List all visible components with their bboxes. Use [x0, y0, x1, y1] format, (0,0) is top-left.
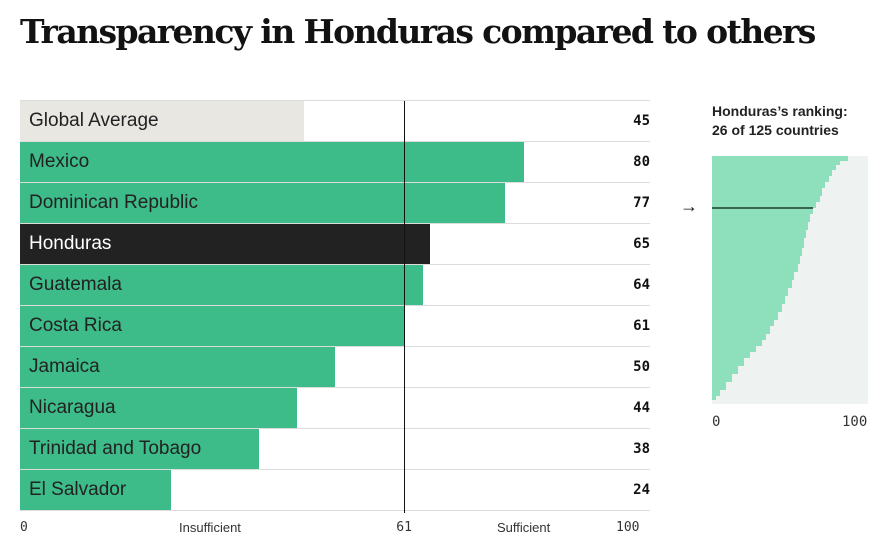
axis-max-label: 100: [616, 520, 640, 535]
ranking-max-label: 100: [842, 414, 868, 430]
bar: [20, 388, 298, 428]
bar-label: Global Average: [29, 110, 159, 131]
bar-label: Honduras: [29, 233, 112, 254]
bar: [20, 183, 506, 223]
bar-label: Nicaragua: [29, 397, 116, 418]
ranking-subtitle: 26 of 125 countries: [712, 122, 839, 138]
bar-row: Costa Rica 61: [20, 306, 650, 347]
ranking-distribution-chart: [712, 156, 868, 404]
bar-row: Guatemala 64: [20, 265, 650, 306]
bar-label: Mexico: [29, 151, 90, 172]
bar-value: 44: [633, 400, 650, 416]
bar-value: 77: [633, 195, 650, 211]
bar: [20, 470, 172, 510]
ranking-distribution-area: [712, 156, 848, 404]
bar-label: Guatemala: [29, 274, 122, 295]
bar-row: Honduras 65: [20, 224, 650, 265]
bar-row: El Salvador 24: [20, 470, 650, 511]
axis-sufficient-label: Sufficient: [497, 520, 551, 535]
bar: [20, 265, 424, 305]
bar: [20, 429, 260, 469]
bar-label: Trinidad and Tobago: [29, 438, 202, 459]
axis-insufficient-label: Insufficient: [179, 520, 241, 535]
bar: [20, 101, 304, 141]
bar-value: 50: [633, 359, 650, 375]
bar-value: 45: [633, 113, 650, 129]
bar-row: Trinidad and Tobago 38: [20, 429, 650, 470]
bar: [20, 224, 430, 264]
bar-row: Dominican Republic 77: [20, 183, 650, 224]
bar: [20, 347, 335, 387]
arrow-right-icon: →: [680, 196, 698, 216]
bar-value: 64: [633, 277, 650, 293]
reference-line: [404, 101, 406, 513]
ranking-min-label: 0: [712, 414, 721, 430]
bar-value: 61: [633, 318, 650, 334]
axis-min-label: 0: [20, 520, 28, 535]
axis-reference-label: 61: [396, 520, 412, 535]
bar-label: Costa Rica: [29, 315, 122, 336]
bar-label: Jamaica: [29, 356, 100, 377]
bar: [20, 142, 524, 182]
bar-chart: Global Average 45 Mexico 80 Dominican Republ…: [20, 100, 650, 513]
chart-title: Transparency in Honduras compared to oth…: [20, 12, 816, 51]
ranking-heading: Honduras’s ranking:: [712, 103, 848, 119]
bar-value: 80: [633, 154, 650, 170]
bar-row: Global Average 45: [20, 101, 650, 142]
bar-value: 24: [633, 482, 650, 498]
bar-row: Jamaica 50: [20, 347, 650, 388]
bar-row: Nicaragua 44: [20, 388, 650, 429]
bar-row: Mexico 80: [20, 142, 650, 183]
bar-label: Dominican Republic: [29, 192, 198, 213]
bar-value: 38: [633, 441, 650, 457]
bar-value: 65: [633, 236, 650, 252]
bar: [20, 306, 405, 346]
bar-label: El Salvador: [29, 479, 127, 500]
ranking-title: Honduras’s ranking: 26 of 125 countries: [712, 102, 882, 140]
